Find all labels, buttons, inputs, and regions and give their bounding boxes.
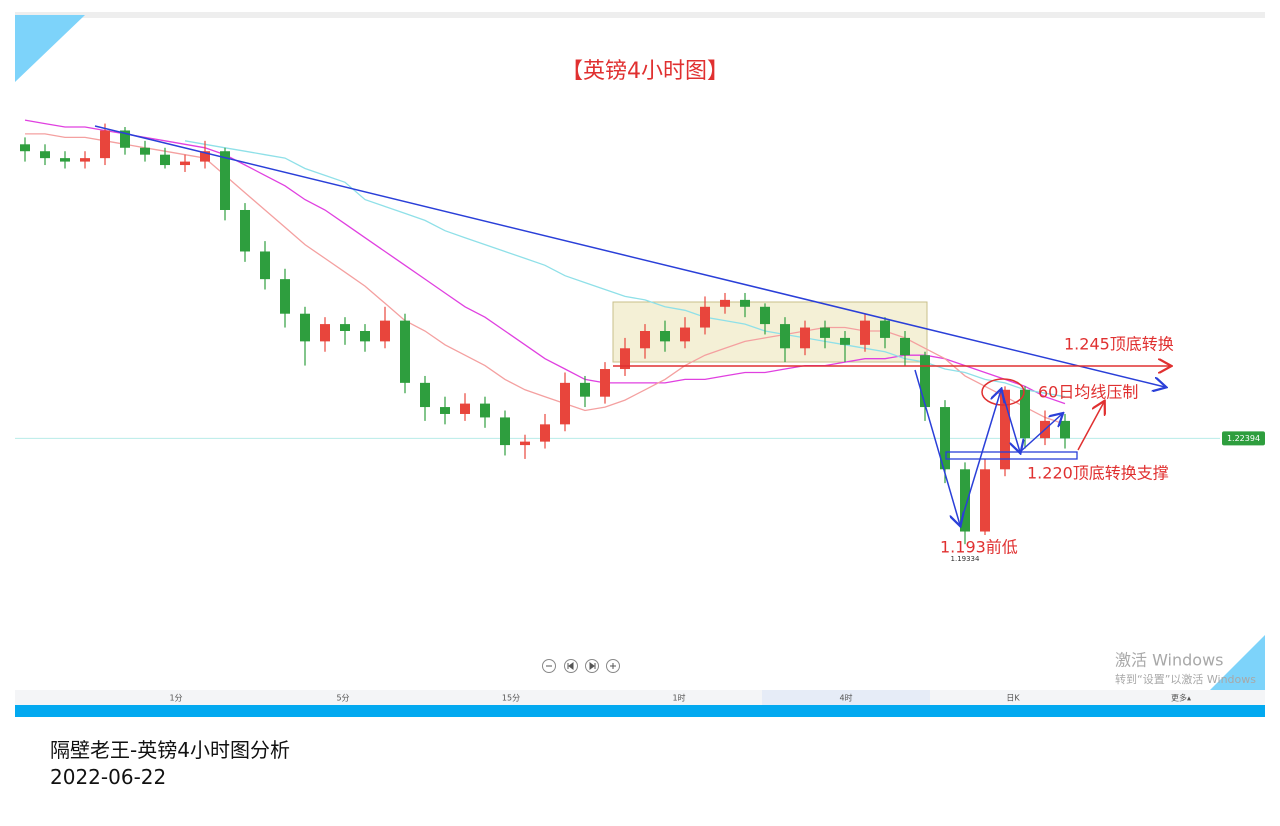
timeframe-bar — [15, 690, 1265, 705]
timeframe-button[interactable]: 1分 — [169, 694, 182, 703]
candle-body — [140, 147, 150, 155]
watermark: 激活 Windows — [1115, 651, 1224, 670]
candle-body — [580, 382, 590, 397]
candle-body — [720, 299, 730, 307]
up-arrow — [1077, 402, 1104, 451]
candle-body — [860, 320, 870, 345]
candle-body — [100, 130, 110, 159]
candle-body — [900, 337, 910, 356]
candle-body — [300, 313, 310, 342]
ma-line — [24, 119, 1066, 405]
candle-body — [240, 209, 250, 252]
candle-body — [260, 251, 270, 280]
candle-body — [980, 469, 990, 532]
candle-body — [940, 407, 950, 470]
candle-body — [20, 144, 30, 152]
caption-date: 2022-06-22 — [50, 765, 167, 789]
candle-body — [200, 151, 210, 162]
wave-arrow — [1002, 394, 1020, 452]
candle-body — [1060, 420, 1070, 439]
caption-title: 隔壁老王-英镑4小时图分析 — [50, 738, 290, 762]
icon — [589, 662, 596, 670]
candle-body — [960, 469, 970, 532]
trend-line — [94, 125, 1165, 387]
candle-body — [180, 161, 190, 166]
annotation: 1.245顶底转换 — [1064, 335, 1174, 354]
timeframe-button[interactable]: 4时 — [839, 693, 852, 703]
ma-line — [184, 140, 1066, 398]
corner-decoration — [15, 15, 85, 82]
timeframe-active — [762, 690, 930, 705]
candle-body — [460, 403, 470, 414]
candle-body — [500, 417, 510, 446]
candle-body — [800, 327, 810, 349]
candle-body — [620, 348, 630, 370]
candle-body — [120, 130, 130, 148]
candle-body — [1020, 389, 1030, 439]
candle-body — [740, 299, 750, 307]
last-price-label: 1.22394 — [1227, 434, 1260, 443]
zoom-controls[interactable] — [542, 659, 620, 673]
icon — [567, 662, 574, 670]
annotation: 60日均线压制 — [1038, 383, 1138, 402]
candle-body — [280, 279, 290, 314]
annotations: 【英镑4小时图】 1.245顶底转换 60日均线压制 1.220顶底转换支撑 1… — [94, 59, 1174, 557]
timeframe-button[interactable]: 日K — [1006, 694, 1020, 703]
candle-body — [760, 306, 770, 325]
candle-body — [640, 330, 650, 349]
candle-body — [880, 320, 890, 338]
candle-body — [560, 382, 570, 425]
icon — [610, 663, 616, 669]
candle-body — [840, 337, 850, 345]
watermark: 转到“设置”以激活 Windows — [1115, 672, 1256, 686]
candle-body — [680, 327, 690, 342]
candle-body — [220, 151, 230, 210]
top-strip — [15, 12, 1265, 18]
ma-circle — [981, 378, 1025, 406]
candle-body — [80, 158, 90, 162]
candle-body — [380, 320, 390, 342]
candle-body — [320, 324, 330, 342]
support-box — [945, 451, 1078, 460]
corner-decoration — [1195, 635, 1265, 705]
chart-title: 【英镑4小时图】 — [561, 59, 729, 84]
candle-body — [660, 330, 670, 342]
timeframe-button[interactable]: 15分 — [502, 694, 520, 703]
candle-body — [1000, 389, 1010, 470]
candle-body — [920, 355, 930, 408]
wave-arrow — [914, 369, 960, 525]
timeframe-button[interactable]: 5分 — [336, 694, 349, 703]
timeframe-button[interactable]: 1时 — [672, 693, 685, 703]
candle-body — [780, 324, 790, 349]
timeframe-button[interactable]: 更多▴ — [1171, 693, 1191, 703]
candle-body — [600, 369, 610, 397]
candle-body — [40, 151, 50, 159]
annotation: 1.220顶底转换支撑 — [1027, 464, 1169, 483]
candle-body — [160, 154, 170, 166]
candle-body — [440, 407, 450, 414]
candle-body — [820, 327, 830, 338]
chart: 1.22394 1.19334 【英镑4小时图】 1.245顶底转换 60日均线压… — [15, 12, 1265, 717]
low-label: 1.19334 — [951, 555, 980, 563]
bottom-bar — [15, 705, 1265, 717]
candle-body — [400, 320, 410, 383]
candle-body — [520, 441, 530, 446]
candle-body — [60, 158, 70, 162]
wave-arrow — [1019, 414, 1062, 453]
candle-body — [360, 330, 370, 342]
candle-body — [540, 424, 550, 442]
candle-body — [480, 403, 490, 418]
wave-arrow — [959, 390, 1001, 526]
candle-body — [420, 382, 430, 408]
last-price-box — [1222, 431, 1265, 446]
candle-body — [700, 306, 710, 328]
annotation: 1.193前低 — [940, 538, 1018, 557]
candle-body — [340, 324, 350, 331]
ma-line — [25, 133, 1066, 425]
